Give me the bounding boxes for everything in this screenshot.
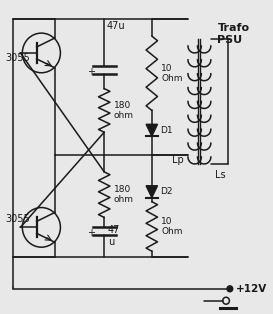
Text: +: + (87, 228, 95, 238)
Circle shape (227, 286, 233, 292)
Text: Trafo
PSU: Trafo PSU (218, 23, 250, 45)
Text: Ls: Ls (215, 170, 225, 180)
Polygon shape (146, 186, 158, 198)
Text: 47u: 47u (106, 21, 125, 31)
Text: 3055: 3055 (5, 214, 30, 225)
Text: Lp: Lp (173, 155, 184, 165)
Text: 10
Ohm: 10 Ohm (161, 63, 183, 83)
Text: 47
u: 47 u (108, 225, 120, 247)
Text: 10
Ohm: 10 Ohm (161, 217, 183, 236)
Text: 180
ohm: 180 ohm (114, 185, 134, 204)
Text: D1: D1 (160, 126, 173, 135)
Polygon shape (146, 124, 158, 136)
Text: 180
ohm: 180 ohm (114, 101, 134, 120)
Text: 3055: 3055 (5, 53, 30, 63)
Text: +12V: +12V (236, 284, 267, 294)
Text: D2: D2 (160, 187, 173, 196)
Text: +: + (87, 67, 95, 77)
